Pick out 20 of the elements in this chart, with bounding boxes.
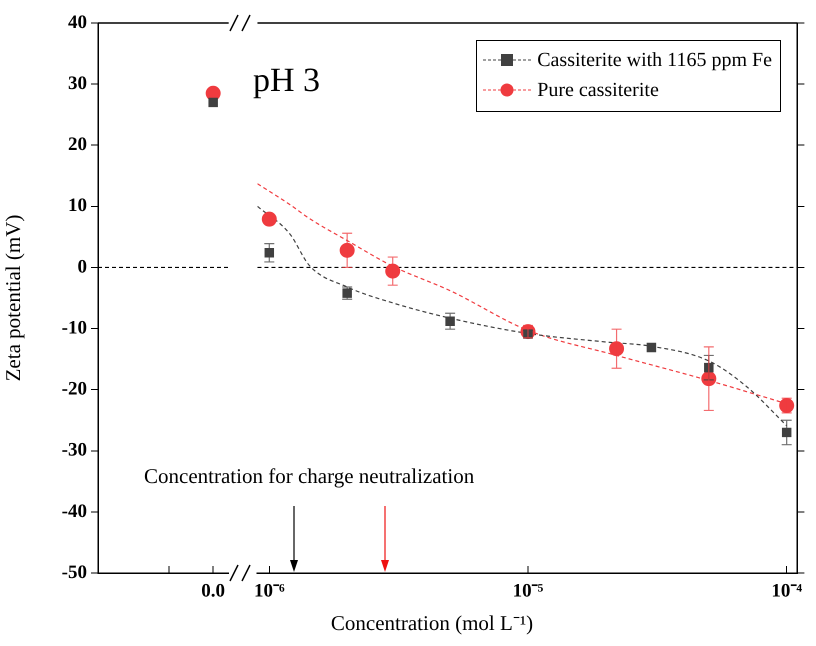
x-axis-title: Concentration (mol L⁻¹) [330,610,534,636]
x-tick-label: 10⁻⁴ [771,580,802,602]
legend-label: Cassiterite with 1165 ppm Fe [537,48,772,73]
x-tick-label: 10⁻⁶ [254,580,285,602]
y-tick-label: -40 [62,500,87,522]
y-tick-label: 30 [68,73,87,94]
y-tick-label: -20 [62,378,87,400]
y-tick-label: 0 [78,256,87,278]
x-tick-label: 0.0 [201,580,226,602]
annotation: pH 3 [253,62,320,100]
y-tick-label: 40 [68,12,87,33]
annotation: Concentration for charge neutralization [144,464,474,489]
x-tick-label: 10⁻⁵ [512,580,544,602]
y-tick-label: -30 [62,440,87,461]
y-tick-label: -10 [62,317,87,338]
y-tick-label: -50 [62,562,87,583]
y-tick-label: 20 [68,134,87,156]
legend-label: Pure cassiterite [537,78,659,103]
y-tick-label: 10 [68,195,87,216]
y-axis-title: Zeta potential (mV) [1,214,26,382]
